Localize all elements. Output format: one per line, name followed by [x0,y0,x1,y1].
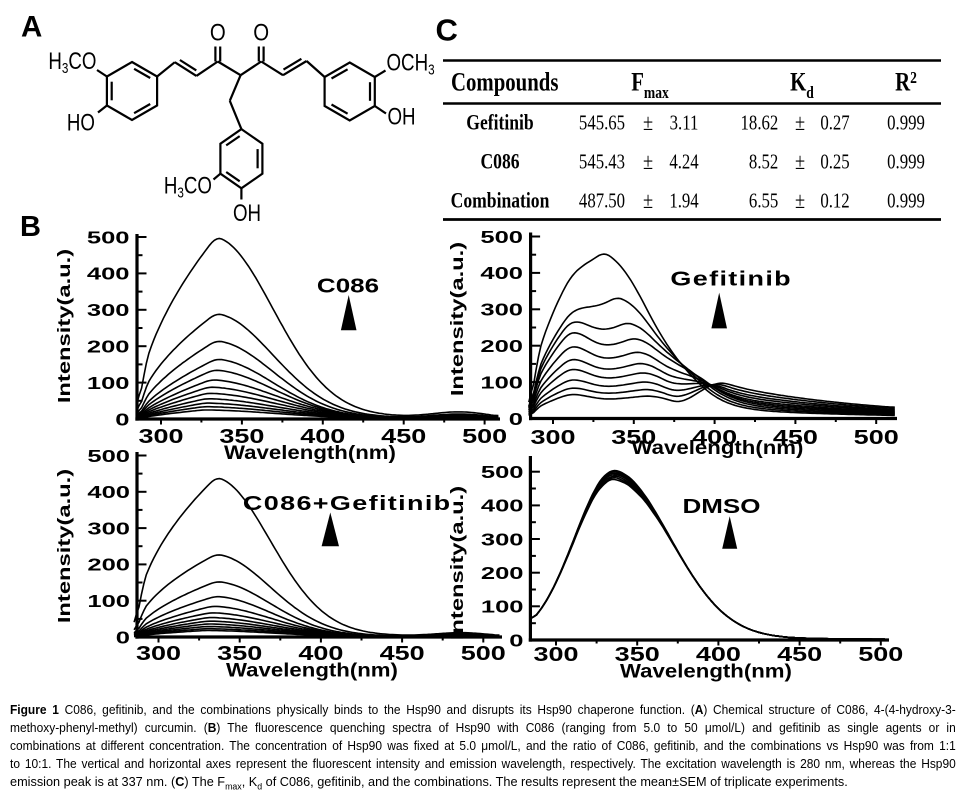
svg-text:545.43: 545.43 [579,151,625,174]
svg-text:±: ± [795,187,805,214]
svg-text:400: 400 [87,482,130,502]
svg-text:A: A [21,11,42,44]
svg-text:C: C [436,13,458,48]
svg-text:400: 400 [300,425,345,448]
svg-text:DMSO: DMSO [683,495,761,517]
svg-text:OH: OH [233,200,261,227]
svg-text:100: 100 [87,373,130,393]
svg-text:OH: OH [388,103,416,130]
svg-text:100: 100 [480,372,523,392]
svg-text:100: 100 [87,591,130,611]
svg-text:R2: R2 [895,68,917,97]
svg-text:HO: HO [67,109,95,136]
svg-text:0: 0 [509,630,523,650]
svg-text:Intensity(a.u.): Intensity(a.u.) [448,486,468,640]
svg-text:Gefitinib: Gefitinib [670,268,792,291]
svg-text:545.65: 545.65 [579,112,625,135]
svg-text:300: 300 [481,529,524,549]
svg-text:500: 500 [858,643,903,666]
svg-text:200: 200 [87,554,130,574]
svg-text:450: 450 [773,426,818,449]
svg-text:Wavelength(nm): Wavelength(nm) [224,442,396,463]
svg-text:300: 300 [87,518,130,538]
svg-text:Combination: Combination [451,189,550,213]
svg-text:200: 200 [87,336,130,356]
svg-text:200: 200 [481,563,524,583]
svg-text:Wavelength(nm): Wavelength(nm) [632,437,804,458]
svg-text:300: 300 [138,425,183,448]
svg-text:400: 400 [692,426,737,449]
svg-text:350: 350 [615,643,660,666]
svg-text:H3​CO: H3​CO [48,48,96,77]
svg-text:Kd: Kd [790,68,814,102]
svg-text:450: 450 [777,643,822,666]
svg-text:400: 400 [481,495,524,515]
svg-text:Wavelength(nm): Wavelength(nm) [226,660,398,681]
svg-text:350: 350 [217,642,262,665]
svg-text:500: 500 [481,462,524,482]
svg-text:4.24: 4.24 [669,151,699,174]
svg-text:400: 400 [298,642,343,665]
svg-text:B: B [20,211,41,243]
svg-text:Compounds: Compounds [451,68,558,97]
svg-text:3.11: 3.11 [670,112,699,135]
svg-text:487.50: 487.50 [579,190,625,213]
svg-text:0.999: 0.999 [887,112,925,135]
svg-text:400: 400 [480,263,523,283]
svg-text:450: 450 [380,642,425,665]
svg-text:6.55: 6.55 [749,190,778,213]
svg-text:350: 350 [219,425,264,448]
svg-text:O: O [253,19,269,46]
svg-text:C086: C086 [317,274,379,296]
svg-text:0: 0 [509,409,523,429]
svg-text:Gefitinib: Gefitinib [466,111,533,135]
svg-text:500: 500 [87,227,130,247]
svg-text:0.12: 0.12 [820,190,849,213]
svg-text:500: 500 [462,425,507,448]
svg-text:0.999: 0.999 [887,190,925,213]
svg-text:±: ± [643,187,653,214]
svg-text:O: O [210,19,226,46]
svg-text:500: 500 [87,446,130,466]
svg-text:Fmax: Fmax [631,68,669,102]
svg-text:400: 400 [87,263,130,283]
svg-text:0: 0 [115,409,129,429]
svg-text:300: 300 [533,643,578,666]
svg-text:1.94: 1.94 [669,190,699,213]
svg-text:C086: C086 [480,150,519,174]
svg-text:350: 350 [611,426,656,449]
svg-text:0.27: 0.27 [820,112,849,135]
svg-text:500: 500 [461,642,506,665]
svg-text:200: 200 [480,336,523,356]
svg-text:300: 300 [530,426,575,449]
svg-text:400: 400 [696,643,741,666]
svg-text:Intensity(a.u.): Intensity(a.u.) [55,249,75,403]
svg-text:18.62: 18.62 [741,112,779,135]
svg-text:300: 300 [480,299,523,319]
svg-text:500: 500 [480,227,523,247]
svg-text:300: 300 [87,300,130,320]
svg-text:±: ± [643,148,653,175]
svg-text:0: 0 [116,627,130,647]
svg-text:0.25: 0.25 [820,151,849,174]
svg-text:0.999: 0.999 [887,151,925,174]
svg-text:300: 300 [136,642,181,665]
svg-text:450: 450 [381,425,426,448]
svg-text:H3​CO: H3​CO [164,172,212,201]
svg-text:Intensity(a.u.): Intensity(a.u.) [448,242,468,396]
svg-text:8.52: 8.52 [749,151,778,174]
svg-text:±: ± [795,109,805,136]
svg-text:Intensity(a.u.): Intensity(a.u.) [55,469,75,623]
svg-text:C086+Gefitinib: C086+Gefitinib [243,492,452,515]
svg-text:±: ± [795,148,805,175]
svg-text:100: 100 [481,596,524,616]
svg-text:OCH3​: OCH3​ [387,49,435,78]
svg-text:±: ± [643,109,653,136]
svg-text:500: 500 [854,426,899,449]
svg-text:Wavelength(nm): Wavelength(nm) [620,661,792,682]
